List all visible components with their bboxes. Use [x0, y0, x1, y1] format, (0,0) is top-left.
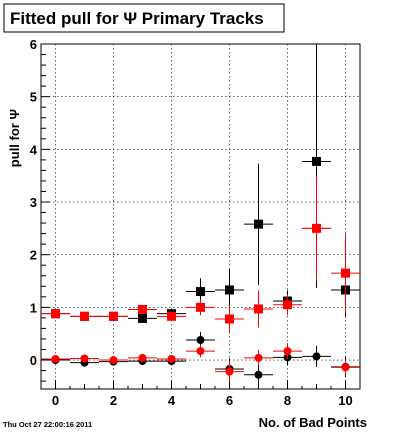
title-box	[3, 3, 285, 33]
y-tick-label: 5	[30, 90, 37, 105]
circle-marker	[225, 367, 234, 376]
y-tick-label: 4	[30, 142, 38, 157]
y-tick-label: 2	[30, 248, 37, 263]
x-tick-label: 6	[226, 393, 233, 408]
y-tick-label: 3	[30, 195, 37, 210]
circle-marker	[196, 347, 205, 356]
square-marker	[167, 311, 176, 321]
square-marker	[225, 314, 234, 324]
square-marker	[109, 311, 118, 321]
x-tick-label: 0	[52, 393, 59, 408]
circle-marker	[312, 224, 321, 233]
x-tick-label: 10	[338, 393, 352, 408]
x-tick-label: 8	[284, 393, 291, 408]
circle-marker	[312, 352, 321, 361]
y-tick-label: 6	[30, 37, 37, 52]
square-marker	[254, 304, 263, 314]
square-marker	[80, 311, 89, 321]
square-marker	[225, 285, 234, 295]
circle-marker	[196, 336, 205, 345]
x-axis-label: No. of Bad Points	[259, 415, 367, 430]
circle-marker	[138, 353, 147, 362]
x-tick-label: 4	[168, 393, 176, 408]
y-tick-label: 0	[30, 353, 37, 368]
square-marker	[254, 219, 263, 229]
chart-title: Fitted pull for Ψ Primary Tracks	[10, 9, 264, 28]
circle-marker	[51, 354, 60, 363]
timestamp: Thu Oct 27 22:00:16 2011	[3, 420, 92, 429]
circle-marker	[254, 370, 263, 379]
y-tick-label: 1	[30, 300, 37, 315]
square-marker	[196, 287, 205, 297]
grid	[41, 43, 360, 389]
y-axis-label: pull for Ψ	[7, 109, 22, 167]
circle-marker	[80, 354, 89, 363]
square-marker	[283, 300, 292, 310]
circle-marker	[254, 353, 263, 362]
square-marker	[138, 304, 147, 314]
circle-marker	[109, 356, 118, 365]
square-marker	[196, 302, 205, 312]
circle-marker	[341, 363, 350, 372]
data-points	[41, 44, 360, 386]
square-marker	[138, 313, 147, 323]
x-tick-label: 2	[110, 393, 117, 408]
circle-marker	[167, 354, 176, 363]
tick-labels: 0 2 4 6 8 10 0 1 2 3 4 5 6	[30, 37, 353, 408]
square-marker	[51, 309, 60, 319]
square-marker	[341, 268, 350, 278]
square-marker	[312, 156, 321, 166]
circle-marker	[283, 347, 292, 356]
plot-frame	[40, 43, 361, 390]
